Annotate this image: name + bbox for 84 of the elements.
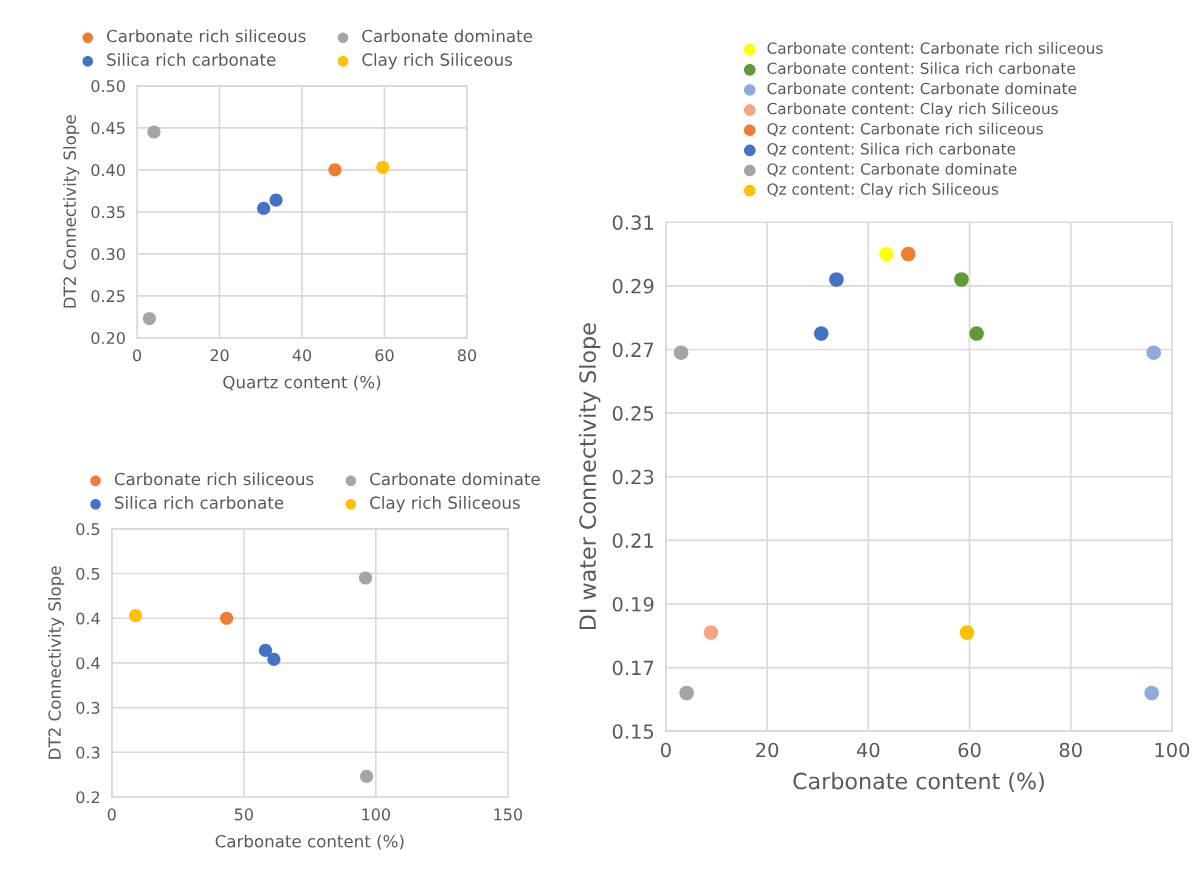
x-tick-label: 20 — [756, 742, 779, 758]
point — [258, 643, 273, 657]
point — [1144, 685, 1159, 701]
x-tick-label: 80 — [1059, 742, 1082, 758]
y-tick-label: 0.27 — [612, 342, 654, 358]
y-tick-label: 0.30 — [91, 248, 125, 261]
legend-label: Carbonate content: Carbonate rich siliceous — [767, 42, 1103, 54]
legend-label: Carbonate content: Clay rich Siliceous — [767, 102, 1058, 118]
y-tick-label: 0.25 — [91, 290, 125, 303]
y-tick-label: 0.3 — [76, 701, 100, 714]
x-tick-label: 40 — [292, 349, 312, 362]
y-tick-label: 0.5 — [76, 523, 100, 536]
point — [142, 311, 156, 326]
x-tick-label: 150 — [494, 808, 523, 821]
point — [969, 326, 984, 341]
point — [257, 201, 271, 216]
legend-label: Qz content: Clay rich Siliceous — [767, 183, 999, 198]
y-tick-label: 0.31 — [612, 215, 653, 230]
legend-label: Clay rich Siliceous — [362, 53, 513, 70]
legend-label: Carbonate content: Carbonate dominate — [767, 82, 1077, 95]
point — [358, 571, 373, 585]
x-tick-label: 0 — [107, 808, 116, 821]
x-tick-label: 40 — [856, 742, 880, 758]
y-tick-label: 0.4 — [76, 612, 100, 625]
y-tick-label: 0.45 — [91, 122, 125, 135]
y-axis-title: DI water Connectivity Slope — [578, 323, 601, 630]
point — [703, 625, 719, 640]
point — [673, 345, 689, 360]
point — [813, 326, 829, 341]
legend-label: Carbonate dominate — [362, 29, 533, 43]
point — [829, 272, 844, 287]
x-axis-title: Carbonate content (%) — [215, 834, 404, 850]
y-axis-title: DT2 Connectivity Slope — [48, 566, 65, 759]
point — [901, 246, 916, 262]
x-tick-label: 100 — [1155, 742, 1190, 758]
y-tick-label: 0.29 — [612, 278, 654, 294]
x-tick-label: 100 — [362, 808, 391, 821]
y-tick-label: 0.50 — [91, 80, 125, 93]
point — [376, 160, 390, 174]
y-tick-label: 0.20 — [91, 332, 125, 345]
y-tick-label: 0.2 — [76, 791, 100, 804]
legend-label: Carbonate dominate — [370, 472, 540, 486]
x-tick-label: 50 — [234, 808, 253, 821]
point — [128, 608, 143, 623]
x-tick-label: 60 — [375, 349, 394, 362]
y-tick-label: 0.25 — [612, 406, 654, 421]
y-tick-label: 0.19 — [612, 596, 654, 612]
point — [267, 652, 281, 666]
legend-label: Qz content: Carbonate rich siliceous — [767, 122, 1043, 137]
y-tick-label: 0.17 — [612, 660, 654, 676]
point — [1146, 345, 1162, 360]
y-tick-label: 0.15 — [612, 724, 654, 739]
point — [328, 163, 342, 177]
y-axis-title: DT2 Connectivity Slope — [63, 115, 80, 308]
y-tick-label: 0.21 — [612, 533, 653, 548]
point — [679, 685, 694, 701]
y-tick-label: 0.4 — [76, 657, 100, 670]
legend-label: Clay rich Siliceous — [370, 496, 520, 513]
x-axis-title: Quartz content (%) — [223, 375, 381, 391]
point — [879, 246, 894, 262]
legend-label: Carbonate rich siliceous — [114, 472, 314, 486]
point — [360, 769, 374, 784]
x-tick-label: 0 — [133, 349, 142, 362]
x-tick-label: 0 — [661, 742, 671, 758]
point — [220, 611, 234, 625]
y-tick-label: 0.5 — [76, 567, 100, 580]
point — [954, 272, 969, 287]
point — [959, 625, 975, 640]
x-tick-label: 80 — [457, 349, 477, 362]
legend-label: Carbonate content: Silica rich carbonate — [767, 62, 1075, 75]
legend-label: Carbonate rich siliceous — [107, 29, 306, 43]
point — [269, 193, 283, 207]
y-tick-label: 0.3 — [76, 746, 100, 759]
x-tick-label: 60 — [958, 742, 981, 758]
y-tick-label: 0.35 — [91, 206, 125, 219]
y-tick-label: 0.40 — [91, 164, 125, 177]
y-tick-label: 0.23 — [612, 469, 654, 485]
legend-label: Qz content: Carbonate dominate — [767, 162, 1017, 177]
x-axis-title: Carbonate content (%) — [793, 772, 1044, 793]
point — [147, 125, 161, 139]
legend-label: Silica rich carbonate — [107, 53, 276, 66]
x-tick-label: 20 — [210, 349, 229, 362]
legend-label: Qz content: Silica rich carbonate — [767, 142, 1016, 157]
legend-label: Silica rich carbonate — [115, 496, 284, 509]
